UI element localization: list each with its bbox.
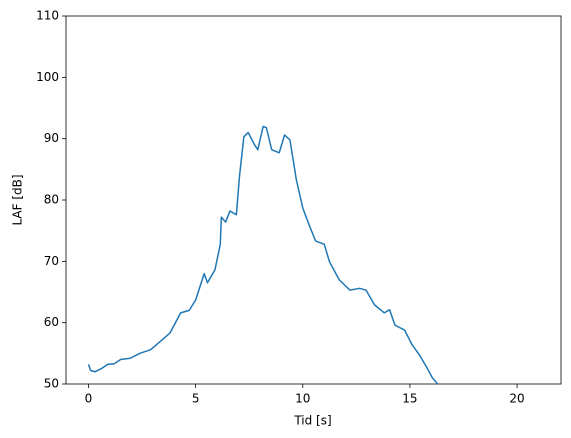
y-tick-label: 90 — [44, 131, 59, 145]
y-tick-label: 70 — [44, 254, 59, 268]
plot-frame — [65, 15, 562, 385]
y-tick-label: 80 — [44, 193, 59, 207]
x-tick-label: 15 — [402, 392, 417, 406]
y-tick-label: 110 — [36, 9, 59, 23]
y-axis-label: LAF [dB] — [11, 174, 25, 225]
x-axis-label: Tid [s] — [293, 414, 331, 428]
y-tick-label: 60 — [44, 315, 59, 329]
x-tick-label: 20 — [509, 392, 524, 406]
y-tick-label: 100 — [36, 70, 59, 84]
x-tick-label: 10 — [295, 392, 310, 406]
data-line — [87, 125, 439, 384]
x-tick-label: 0 — [85, 392, 93, 406]
x-tick-label: 5 — [192, 392, 200, 406]
y-tick-label: 50 — [44, 377, 59, 391]
